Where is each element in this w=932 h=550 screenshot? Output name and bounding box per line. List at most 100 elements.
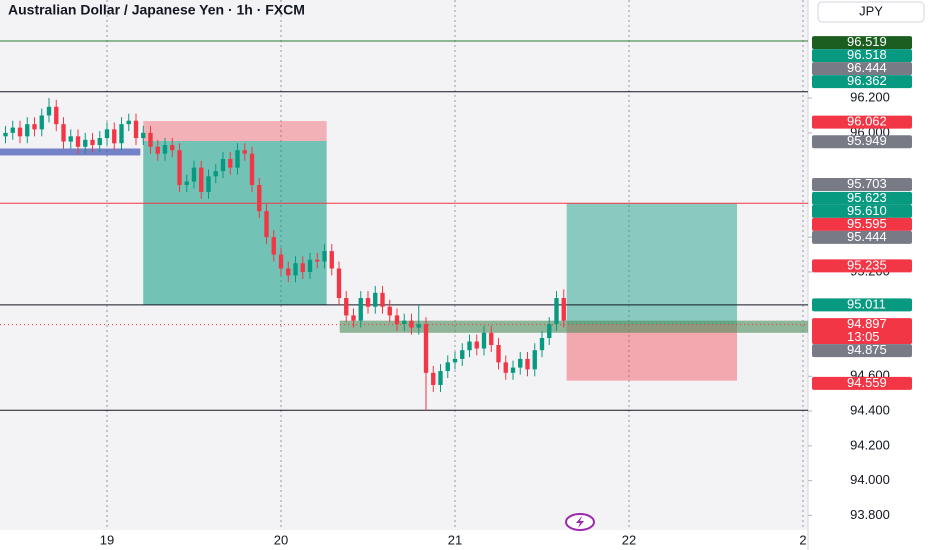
price-badge-label: 94.875 [847,342,887,357]
price-badge-label: 96.062 [847,114,887,129]
candle-body [467,341,472,351]
candle-body [387,306,392,316]
candle-body [394,315,400,325]
candle-body [75,136,81,147]
candle-body [423,324,429,373]
price-badge [812,62,912,76]
candle-body [336,268,342,299]
currency-label: JPY [859,3,883,18]
candle-body [25,124,30,137]
candle-body [293,263,298,276]
candle-body [90,139,95,146]
candle-body [97,138,102,146]
price-badge [812,36,912,50]
candle-body [539,338,545,351]
price-badge [812,259,912,273]
candle-body [307,259,313,272]
candle-body [286,268,291,276]
candle-body [184,181,189,186]
price-badge-label: 95.949 [847,133,887,148]
x-tick-label: 22 [622,532,636,547]
y-tick-label: 93.800 [850,507,890,522]
candle-body [344,298,349,316]
lightning-icon[interactable] [565,513,595,531]
candle-body [46,106,52,116]
candle-body [452,358,458,363]
price-badge-label: 95.623 [847,190,887,205]
candle-body [431,372,436,385]
candle-body [351,315,356,321]
candle-body [133,120,139,139]
candle-body [119,124,124,144]
price-badge-label: 94.897 [847,316,887,331]
candle-body [518,358,523,368]
price-badge [812,204,912,218]
price-badge-label: 96.519 [847,34,887,49]
position-zone [339,320,809,333]
price-badge [812,75,912,89]
currency-button[interactable] [817,1,925,23]
candle-body [322,251,327,262]
candle-body [257,185,262,212]
candle-body [481,332,487,349]
candle-body [416,324,421,328]
candle-body [329,251,334,269]
price-badge-label: 95.011 [847,296,886,311]
x-tick-label: 21 [448,532,462,547]
price-axis-panel [808,0,932,550]
candle-body [61,124,66,142]
candle-body [438,371,443,385]
candle-body [547,324,552,339]
price-badge [812,344,912,358]
candle-body [300,263,305,272]
price-badge [812,49,912,63]
candle-body [409,320,414,328]
x-tick-label: 2 [799,532,806,547]
price-badge [812,298,912,312]
candle-body [162,145,168,154]
candle-body [83,139,88,147]
candle-body [445,362,450,372]
price-badge-label: 95.703 [847,176,887,191]
candle-body [532,350,537,370]
candle-body [68,136,73,142]
position-zone [143,141,327,305]
x-tick-label: 19 [100,532,114,547]
candle-body [264,211,269,238]
candle-body [32,124,37,130]
candle-body [242,150,247,154]
candle-body [503,362,508,373]
price-badge [812,177,912,191]
candle-body [206,176,211,192]
price-badge-label: 94.559 [847,375,887,390]
candle-body [235,150,240,168]
price-badge-countdown: 13:05 [847,329,880,344]
candle-body [39,115,44,130]
chart-title: Australian Dollar / Japanese Yen · 1h · … [8,2,305,18]
candle-body [191,167,197,182]
price-badge [812,230,912,244]
candle-body [460,350,465,359]
candle-body [561,298,566,321]
price-badge-label: 95.444 [847,229,887,244]
position-zone [143,121,327,142]
price-badge-label: 95.595 [847,216,887,231]
candle-body [315,259,320,262]
position-zone [566,203,738,325]
candle-body [358,298,363,321]
candle-body [554,298,559,325]
candle-body [141,132,146,139]
time-axis-panel [0,530,808,550]
candle-body [155,146,160,154]
candle-body [249,153,255,186]
candle-body [474,341,479,349]
price-badge [812,135,912,149]
candle-body [112,129,117,144]
plot-background [0,0,808,530]
candle-body [489,332,494,345]
price-badge [812,115,912,129]
candle-body [148,132,153,147]
candle-body [177,150,182,186]
candle-body [510,367,516,373]
